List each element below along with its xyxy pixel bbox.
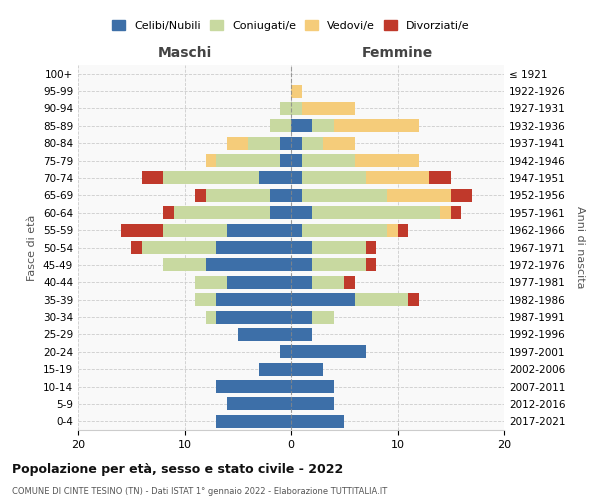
Bar bbox=[291, 310, 313, 324]
Bar bbox=[121, 224, 163, 236]
Bar bbox=[302, 224, 387, 236]
Bar bbox=[238, 328, 291, 341]
Bar bbox=[291, 328, 313, 341]
Bar bbox=[430, 172, 451, 184]
Bar bbox=[270, 206, 291, 220]
Bar bbox=[291, 241, 313, 254]
Bar bbox=[291, 380, 334, 393]
Text: Femmine: Femmine bbox=[362, 46, 433, 60]
Bar bbox=[259, 362, 291, 376]
Bar bbox=[313, 258, 365, 272]
Bar bbox=[313, 310, 334, 324]
Bar bbox=[398, 224, 408, 236]
Bar bbox=[302, 102, 355, 115]
Bar bbox=[355, 293, 408, 306]
Bar bbox=[280, 136, 291, 149]
Bar bbox=[163, 172, 259, 184]
Bar bbox=[217, 415, 291, 428]
Bar bbox=[142, 172, 163, 184]
Bar bbox=[206, 189, 270, 202]
Bar bbox=[365, 241, 376, 254]
Bar bbox=[302, 189, 387, 202]
Bar bbox=[227, 398, 291, 410]
Legend: Celibi/Nubili, Coniugati/e, Vedovi/e, Divorziati/e: Celibi/Nubili, Coniugati/e, Vedovi/e, Di… bbox=[108, 16, 474, 36]
Bar bbox=[195, 276, 227, 289]
Bar bbox=[131, 241, 142, 254]
Bar bbox=[355, 154, 419, 167]
Bar bbox=[163, 224, 227, 236]
Bar bbox=[302, 154, 355, 167]
Bar bbox=[291, 398, 334, 410]
Bar bbox=[387, 189, 451, 202]
Bar bbox=[313, 206, 440, 220]
Bar bbox=[302, 136, 323, 149]
Bar bbox=[291, 172, 302, 184]
Bar bbox=[217, 380, 291, 393]
Bar bbox=[163, 206, 174, 220]
Bar bbox=[142, 241, 217, 254]
Text: Maschi: Maschi bbox=[157, 46, 212, 60]
Bar bbox=[334, 120, 419, 132]
Bar bbox=[451, 206, 461, 220]
Bar bbox=[217, 293, 291, 306]
Bar bbox=[217, 154, 280, 167]
Bar bbox=[365, 172, 430, 184]
Bar bbox=[313, 120, 334, 132]
Bar bbox=[195, 293, 217, 306]
Bar bbox=[451, 189, 472, 202]
Bar bbox=[291, 206, 313, 220]
Bar bbox=[217, 310, 291, 324]
Y-axis label: Anni di nascita: Anni di nascita bbox=[575, 206, 585, 289]
Bar bbox=[227, 224, 291, 236]
Bar bbox=[440, 206, 451, 220]
Bar bbox=[313, 276, 344, 289]
Bar bbox=[291, 346, 365, 358]
Bar bbox=[259, 172, 291, 184]
Bar bbox=[291, 362, 323, 376]
Bar bbox=[227, 276, 291, 289]
Bar bbox=[408, 293, 419, 306]
Bar bbox=[365, 258, 376, 272]
Bar bbox=[270, 189, 291, 202]
Bar bbox=[174, 206, 270, 220]
Bar bbox=[280, 102, 291, 115]
Bar bbox=[280, 346, 291, 358]
Bar bbox=[248, 136, 280, 149]
Bar bbox=[163, 258, 206, 272]
Bar bbox=[195, 189, 206, 202]
Bar bbox=[291, 258, 313, 272]
Bar bbox=[291, 224, 302, 236]
Bar bbox=[344, 276, 355, 289]
Y-axis label: Fasce di età: Fasce di età bbox=[28, 214, 37, 280]
Bar bbox=[291, 84, 302, 98]
Bar bbox=[227, 136, 248, 149]
Bar bbox=[291, 102, 302, 115]
Bar bbox=[206, 258, 291, 272]
Bar bbox=[206, 154, 217, 167]
Bar bbox=[280, 154, 291, 167]
Bar bbox=[291, 276, 313, 289]
Bar bbox=[291, 154, 302, 167]
Bar bbox=[291, 189, 302, 202]
Text: COMUNE DI CINTE TESINO (TN) - Dati ISTAT 1° gennaio 2022 - Elaborazione TUTTITAL: COMUNE DI CINTE TESINO (TN) - Dati ISTAT… bbox=[12, 488, 387, 496]
Bar bbox=[291, 136, 302, 149]
Bar bbox=[387, 224, 398, 236]
Bar bbox=[313, 241, 365, 254]
Text: Popolazione per età, sesso e stato civile - 2022: Popolazione per età, sesso e stato civil… bbox=[12, 462, 343, 475]
Bar bbox=[291, 120, 313, 132]
Bar bbox=[270, 120, 291, 132]
Bar bbox=[291, 293, 355, 306]
Bar bbox=[217, 241, 291, 254]
Bar bbox=[206, 310, 217, 324]
Bar bbox=[291, 415, 344, 428]
Bar bbox=[323, 136, 355, 149]
Bar bbox=[302, 172, 365, 184]
